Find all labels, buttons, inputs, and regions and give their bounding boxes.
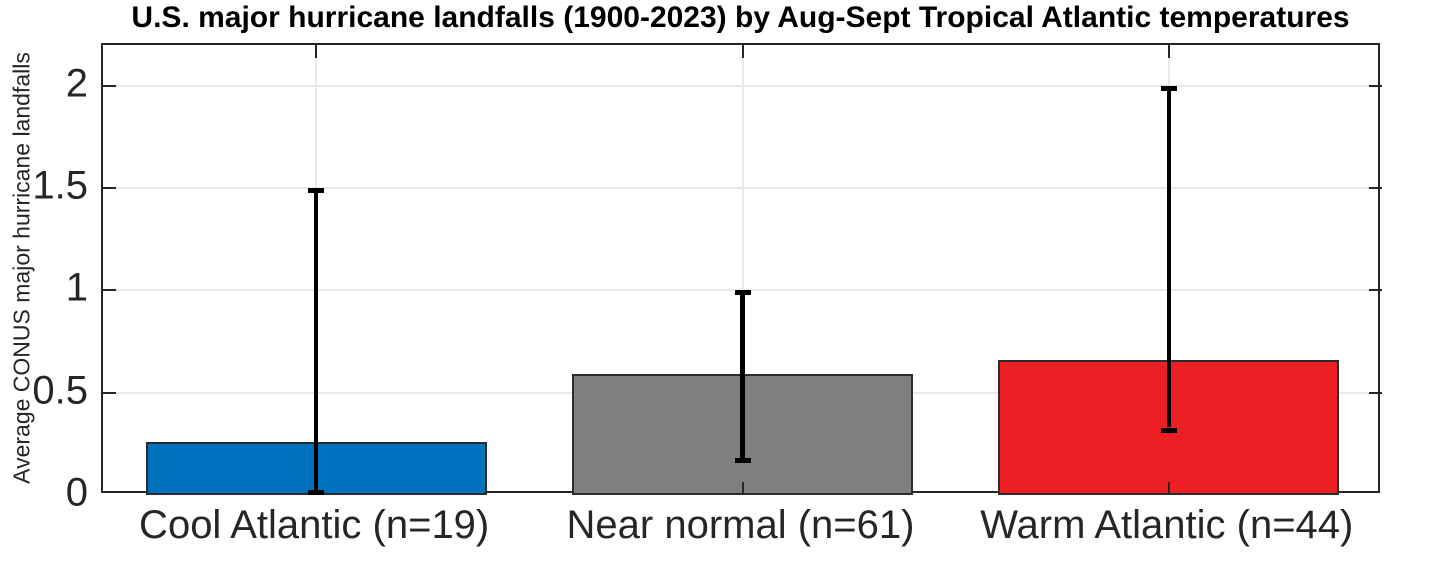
- y-tick-label: 0: [65, 470, 88, 515]
- errorbar-line: [740, 290, 745, 459]
- y-tick-label: 0.5: [32, 368, 88, 413]
- y-tickmark: [103, 289, 116, 292]
- y-tick-label: 1: [65, 265, 88, 310]
- errorbar-cap: [1160, 427, 1177, 433]
- h-gridline: [103, 84, 1378, 87]
- y-tick-label: 1.5: [32, 163, 88, 208]
- errorbar-cap: [734, 290, 751, 296]
- errorbar-cap: [734, 458, 751, 464]
- chart-title: U.S. major hurricane landfalls (1900-202…: [131, 1, 1350, 34]
- plot-area: [101, 43, 1382, 495]
- x-tickmark: [1167, 45, 1170, 58]
- errorbar-line: [313, 188, 319, 495]
- y-tickmark: [103, 84, 116, 87]
- y-tickmark: [1369, 187, 1382, 190]
- x-tickmark: [741, 482, 744, 495]
- v-gridline: [741, 45, 744, 491]
- x-tickmark: [315, 45, 318, 58]
- errorbar-line: [1166, 85, 1172, 428]
- x-tick-label: Warm Atlantic (n=44): [980, 503, 1354, 547]
- y-tickmark: [103, 187, 116, 190]
- errorbar-cap: [308, 188, 325, 194]
- x-tickmark: [1167, 482, 1170, 495]
- y-tickmark: [1369, 289, 1382, 292]
- y-tickmark: [1369, 391, 1382, 394]
- y-tick-label: 2: [65, 61, 88, 106]
- y-tickmark: [1369, 84, 1382, 87]
- errorbar-cap: [308, 490, 325, 495]
- h-gridline: [103, 187, 1378, 190]
- x-tick-label: Cool Atlantic (n=19): [139, 503, 490, 547]
- x-tick-label: Near normal (n=61): [566, 503, 915, 547]
- y-tickmark: [103, 391, 116, 394]
- x-tickmark: [741, 45, 744, 58]
- errorbar-cap: [1160, 85, 1177, 91]
